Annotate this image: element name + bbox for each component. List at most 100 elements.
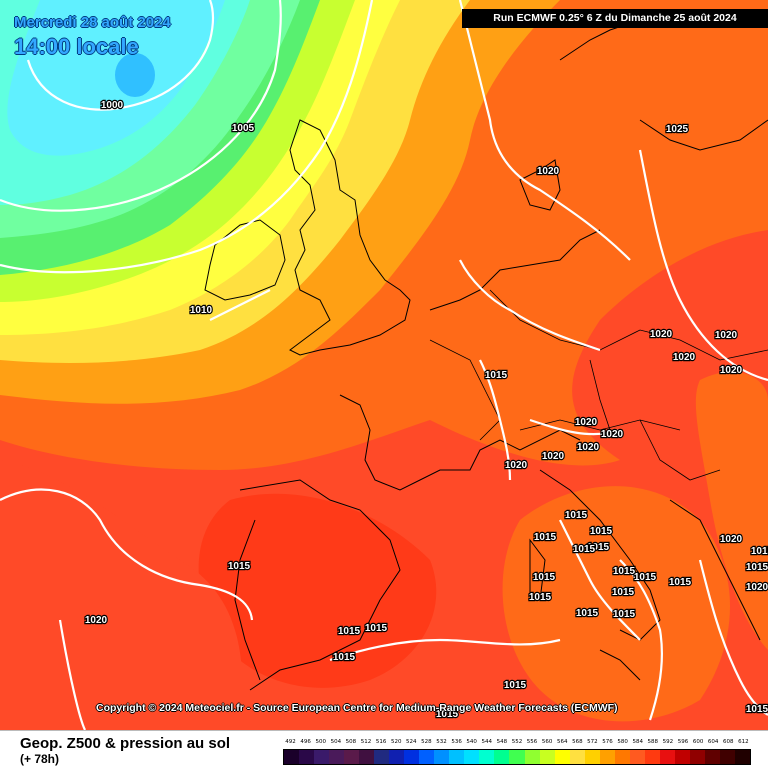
color-scale: 492 496 500 504 508 512 516 520 524 528 532 536 540 5… xyxy=(283,739,751,765)
scale-swatch xyxy=(554,750,570,764)
coastlines xyxy=(204,9,768,691)
copyright-notice: Copyright © 2024 Meteociel.fr - Source E… xyxy=(96,702,618,714)
scale-label: 540 xyxy=(466,739,477,745)
scale-swatch xyxy=(344,750,360,764)
scale-label: 600 xyxy=(692,739,704,745)
scale-swatch xyxy=(539,750,555,764)
isobar-label: 1020 xyxy=(85,615,108,626)
scale-swatch xyxy=(659,750,675,764)
scale-label: 548 xyxy=(496,739,508,745)
isobar-label: 1020 xyxy=(650,329,673,340)
scale-label: 544 xyxy=(481,739,493,745)
scale-label: 596 xyxy=(677,739,689,745)
isobar-label: 1015 xyxy=(504,680,527,691)
isobar-label: 1015 xyxy=(613,566,636,577)
forecast-date: Mercredi 28 août 2024 xyxy=(14,14,171,31)
isobar-label: 1015 xyxy=(529,592,552,603)
scale-swatch xyxy=(584,750,600,764)
isobar-label: 1015 xyxy=(746,562,768,573)
scale-swatch xyxy=(494,750,510,764)
scale-label: 528 xyxy=(421,739,432,745)
isobar-label: 1020 xyxy=(715,330,738,341)
scale-swatch xyxy=(299,750,315,764)
isobar-label: 1015 xyxy=(365,623,388,634)
isobar-label: 1020 xyxy=(720,365,743,376)
isobar-label: 1015 xyxy=(587,542,610,553)
isobar-label: 1015 xyxy=(534,532,557,543)
isobar-label: 1015 xyxy=(338,626,361,637)
isobar-label: 1015 xyxy=(751,546,768,557)
scale-label: 576 xyxy=(602,739,613,745)
scale-label: 520 xyxy=(390,739,402,745)
isobar-label: 1005 xyxy=(232,123,255,134)
isobar-label: 1015 xyxy=(333,652,356,663)
scale-swatch xyxy=(524,750,540,764)
scale-swatch xyxy=(464,750,480,764)
scale-swatch xyxy=(449,750,465,764)
scale-label: 512 xyxy=(360,739,372,745)
lead-time: (+ 78h) xyxy=(20,752,60,766)
isobar-label: 1020 xyxy=(746,582,768,593)
scale-swatch xyxy=(719,750,735,764)
scale-swatch xyxy=(629,750,645,764)
isobar-label: 1015 xyxy=(565,510,588,521)
scale-label: 584 xyxy=(632,739,643,745)
scale-swatch xyxy=(329,750,345,764)
pressure-labels: 1000100510101025102010201020102010201020… xyxy=(84,99,768,721)
isobar-label: 1015 xyxy=(228,561,251,572)
borders xyxy=(429,289,768,481)
scale-label: 564 xyxy=(556,739,568,745)
scale-label: 504 xyxy=(330,739,342,745)
scale-label: 560 xyxy=(541,739,553,745)
scale-label: 536 xyxy=(451,739,462,745)
scale-label: 524 xyxy=(406,739,417,745)
scale-swatch xyxy=(389,750,405,764)
isobar-label: 1020 xyxy=(577,442,600,453)
scale-swatch xyxy=(674,750,690,764)
isobar-label: 1015 xyxy=(669,577,692,588)
isobar-label: 1025 xyxy=(666,124,689,135)
isobar-label: 1015 xyxy=(436,709,459,720)
isobar-label: 1020 xyxy=(720,534,743,545)
isobar-label: 1020 xyxy=(537,166,560,177)
scale-swatch xyxy=(284,750,300,764)
scale-label: 500 xyxy=(315,739,326,745)
model-run-info: Run ECMWF 0.25° 6 Z du Dimanche 25 août … xyxy=(462,9,768,28)
parameter-title: Geop. Z500 & pression au sol xyxy=(20,735,231,752)
weather-map: 1000 1005 1010 1025 1020 1020 1020 1020 1020 1020… xyxy=(0,0,768,730)
isobar-label: 1015 xyxy=(634,572,657,583)
scale-swatch xyxy=(689,750,705,764)
scale-swatch xyxy=(479,750,495,764)
scale-swatch xyxy=(509,750,525,764)
isobars xyxy=(0,0,768,730)
scale-label: 556 xyxy=(526,739,538,745)
scale-label: 588 xyxy=(647,739,659,745)
scale-label: 496 xyxy=(300,739,311,745)
scale-label: 608 xyxy=(723,739,734,745)
isobar-label: 1015 xyxy=(590,526,613,537)
scale-swatch xyxy=(314,750,330,764)
scale-swatch xyxy=(644,750,660,764)
scale-swatch xyxy=(359,750,375,764)
scale-label: 568 xyxy=(572,739,583,745)
scale-label: 604 xyxy=(707,739,719,745)
scale-label: 492 xyxy=(285,739,296,745)
isobar-label: 1020 xyxy=(575,417,598,428)
isobar-label: 1015 xyxy=(612,587,635,598)
isobar-label: 1020 xyxy=(673,352,696,363)
scale-swatch xyxy=(734,750,750,764)
scale-bar xyxy=(283,749,751,765)
legend-footer: Geop. Z500 & pression au sol (+ 78h) 492… xyxy=(0,730,768,769)
scale-label: 508 xyxy=(345,739,357,745)
isobar-label: 1020 xyxy=(601,429,624,440)
isobar-label: 1010 xyxy=(190,305,213,316)
scale-label: 580 xyxy=(617,739,628,745)
scale-swatch xyxy=(599,750,615,764)
geopotential-fields xyxy=(0,0,768,730)
scale-swatch xyxy=(569,750,585,764)
isobar-label: 1015 xyxy=(576,608,599,619)
isobar-label: 1020 xyxy=(542,451,565,462)
isobar-label: 1000 xyxy=(101,100,124,111)
forecast-time: 14:00 locale xyxy=(14,34,139,59)
scale-swatch xyxy=(704,750,720,764)
